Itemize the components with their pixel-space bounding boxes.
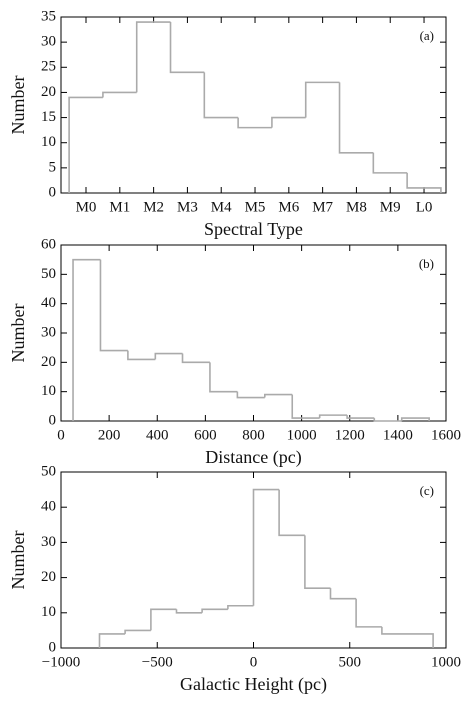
histogram-step: [381, 626, 408, 635]
x-tick-label: M9: [380, 199, 401, 215]
histogram-step: [169, 22, 205, 74]
histogram-step: [99, 259, 128, 352]
y-tick-label: 10: [41, 383, 56, 399]
x-tick-label: M1: [109, 199, 130, 215]
panel-annotation: (b): [419, 256, 434, 271]
y-tick-label: 30: [41, 534, 56, 550]
y-tick-label: 10: [41, 134, 56, 150]
x-tick-label: 200: [98, 427, 121, 443]
x-tick-label: 1000: [287, 427, 317, 443]
panel-annotation: (a): [420, 28, 434, 43]
histogram-step: [175, 609, 203, 614]
x-tick-label: −500: [142, 654, 173, 670]
y-axis-label: Number: [8, 531, 28, 590]
x-axis-label: Distance (pc): [205, 447, 301, 468]
y-tick-label: 40: [41, 499, 56, 515]
histogram-step: [209, 362, 238, 393]
histogram-step: [201, 608, 228, 613]
y-tick-label: 15: [41, 109, 56, 125]
y-tick-label: 0: [49, 184, 57, 200]
histogram-step: [400, 417, 430, 421]
histogram-step: [329, 588, 357, 600]
x-tick-label: 0: [250, 654, 258, 670]
histogram-step: [406, 172, 442, 193]
y-axis-label: Number: [8, 76, 28, 135]
y-tick-label: 30: [41, 324, 56, 340]
y-tick-label: 35: [41, 8, 56, 24]
y-tick-label: 20: [41, 569, 56, 585]
panel-annotation: (c): [420, 483, 434, 498]
y-tick-label: 60: [41, 236, 56, 252]
histogram-step: [304, 535, 331, 589]
histogram-step: [98, 633, 126, 648]
y-tick-label: 50: [41, 266, 56, 282]
x-tick-label: 400: [146, 427, 169, 443]
y-tick-label: 5: [49, 159, 57, 175]
histogram-step: [264, 393, 293, 398]
histogram-step: [236, 391, 265, 399]
x-tick-label: 600: [194, 427, 217, 443]
x-tick-label: M7: [312, 199, 333, 215]
x-tick-label: 1000: [431, 654, 461, 670]
y-tick-label: 50: [41, 463, 56, 479]
y-tick-label: 20: [41, 84, 56, 100]
plot-frame: [60, 244, 447, 422]
x-tick-label: 500: [339, 654, 362, 670]
x-tick-label: M6: [278, 199, 299, 215]
histogram-step: [124, 629, 151, 634]
histogram-step: [150, 608, 177, 631]
y-tick-label: 10: [41, 604, 56, 620]
y-tick-label: 30: [41, 34, 56, 50]
x-tick-label: 1200: [335, 427, 365, 443]
histogram-step: [135, 21, 171, 93]
histogram-step: [154, 352, 183, 360]
histogram-step: [102, 91, 137, 98]
histogram-step: [72, 258, 101, 421]
histogram-step: [278, 489, 305, 537]
histogram-step: [271, 116, 306, 128]
histogram-step: [237, 117, 272, 129]
x-tick-label: −1000: [42, 654, 80, 670]
plot-frame: [60, 16, 447, 194]
histogram-step: [127, 350, 156, 361]
histogram-step: [181, 353, 210, 364]
y-tick-label: 20: [41, 354, 56, 370]
x-axis-label: Spectral Type: [204, 219, 303, 239]
histogram-step: [68, 96, 103, 193]
x-tick-label: M8: [346, 199, 367, 215]
histogram-step: [203, 72, 239, 119]
x-tick-label: 0: [57, 427, 65, 443]
histogram-step: [338, 82, 374, 154]
histogram-step: [291, 394, 320, 419]
y-tick-label: 0: [49, 412, 57, 428]
x-tick-label: M5: [245, 199, 266, 215]
x-tick-label: 1600: [431, 427, 461, 443]
y-tick-label: 0: [49, 639, 57, 655]
histogram-step: [304, 81, 340, 118]
x-tick-label: M4: [211, 199, 232, 215]
x-tick-label: 800: [242, 427, 265, 443]
y-tick-label: 40: [41, 295, 56, 311]
x-tick-label: M0: [76, 199, 97, 215]
histogram-step: [372, 152, 408, 174]
x-tick-label: M2: [143, 199, 164, 215]
x-axis-label: Galactic Height (pc): [180, 674, 327, 695]
x-tick-label: M3: [177, 199, 198, 215]
histogram-step: [346, 415, 375, 419]
histogram-step: [407, 633, 434, 648]
histogram-step: [227, 604, 254, 610]
x-tick-label: 1400: [383, 427, 413, 443]
x-tick-label: L0: [416, 199, 433, 215]
y-axis-label: Number: [8, 304, 28, 363]
histogram-step: [355, 598, 382, 628]
y-tick-label: 25: [41, 59, 56, 75]
histogram-step: [318, 414, 348, 419]
histogram-step: [373, 418, 402, 422]
histogram-step: [252, 488, 280, 606]
